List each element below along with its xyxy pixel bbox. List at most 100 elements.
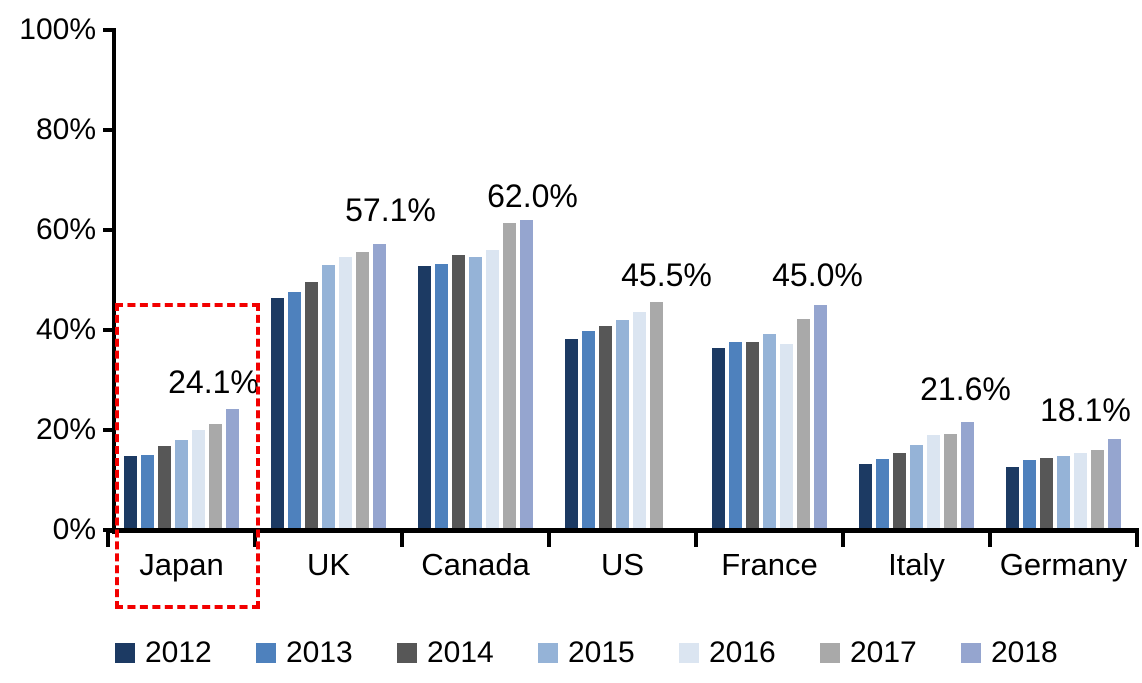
bar-us-2013 bbox=[582, 331, 595, 530]
legend-swatch-icon bbox=[256, 643, 276, 663]
data-label-germany: 18.1% bbox=[1040, 391, 1131, 428]
bar-italy-2018 bbox=[961, 422, 974, 530]
bar-france-2014 bbox=[746, 342, 759, 530]
x-tick-mark bbox=[400, 530, 404, 547]
bar-uk-2014 bbox=[305, 282, 318, 530]
x-tick-mark bbox=[1135, 530, 1139, 547]
data-label-us: 45.5% bbox=[621, 256, 712, 293]
bar-canada-2014 bbox=[452, 255, 465, 530]
bar-uk-2012 bbox=[271, 298, 284, 530]
bar-italy-2016 bbox=[927, 435, 940, 530]
legend-item-2017: 2017 bbox=[820, 636, 917, 670]
bar-us-2015 bbox=[616, 320, 629, 530]
y-tick-mark bbox=[103, 428, 114, 432]
bar-germany-2016 bbox=[1074, 453, 1087, 530]
bar-italy-2014 bbox=[893, 453, 906, 530]
legend-label: 2015 bbox=[568, 636, 635, 669]
data-label-uk: 57.1% bbox=[345, 191, 436, 228]
bar-france-2018 bbox=[814, 305, 827, 530]
bar-italy-2013 bbox=[876, 459, 889, 530]
bar-japan-2017 bbox=[209, 424, 222, 530]
bar-france-2013 bbox=[729, 342, 742, 530]
y-tick-label-0-: 0% bbox=[52, 513, 96, 546]
bar-us-2016 bbox=[633, 312, 646, 530]
bar-japan-2014 bbox=[158, 446, 171, 530]
bar-italy-2015 bbox=[910, 445, 923, 530]
x-axis-line bbox=[106, 528, 1139, 533]
category-label-germany: Germany bbox=[999, 547, 1128, 582]
legend-item-2014: 2014 bbox=[397, 636, 494, 670]
bar-us-2012 bbox=[565, 339, 578, 530]
legend-swatch-icon bbox=[397, 643, 417, 663]
legend-swatch-icon bbox=[820, 643, 840, 663]
bar-uk-2015 bbox=[322, 265, 335, 530]
x-tick-mark bbox=[253, 530, 257, 547]
bar-japan-2012 bbox=[124, 456, 137, 530]
x-tick-mark bbox=[988, 530, 992, 547]
bar-japan-2018 bbox=[226, 409, 239, 530]
data-label-italy: 21.6% bbox=[920, 371, 1011, 407]
y-tick-label-40-: 40% bbox=[35, 313, 96, 346]
category-label-italy: Italy bbox=[888, 547, 945, 582]
y-tick-label-80-: 80% bbox=[35, 113, 96, 146]
x-tick-mark bbox=[547, 530, 551, 547]
y-tick-mark bbox=[103, 328, 114, 332]
y-tick-mark bbox=[103, 228, 114, 232]
category-label-france: France bbox=[721, 547, 818, 582]
bar-france-2012 bbox=[712, 348, 725, 530]
bar-canada-2013 bbox=[435, 264, 448, 530]
bar-france-2015 bbox=[763, 334, 776, 530]
japan-highlight-rectangle bbox=[115, 303, 260, 609]
bar-germany-2017 bbox=[1091, 450, 1104, 530]
category-label-uk: UK bbox=[306, 547, 351, 582]
bar-italy-2012 bbox=[859, 464, 872, 530]
legend-swatch-icon bbox=[961, 643, 981, 663]
y-tick-mark bbox=[103, 28, 114, 32]
bar-japan-2016 bbox=[192, 430, 205, 530]
bar-canada-2016 bbox=[486, 250, 499, 530]
bar-germany-2014 bbox=[1040, 458, 1053, 530]
y-axis-line bbox=[112, 28, 116, 534]
bar-canada-2012 bbox=[418, 266, 431, 530]
bar-canada-2018 bbox=[520, 220, 533, 530]
x-tick-mark bbox=[106, 530, 110, 547]
legend-item-2015: 2015 bbox=[538, 636, 635, 670]
data-label-france: 45.0% bbox=[772, 257, 863, 293]
category-label-japan: Japan bbox=[139, 547, 224, 582]
legend-item-2018: 2018 bbox=[961, 636, 1058, 670]
bar-uk-2018 bbox=[373, 244, 386, 530]
bar-uk-2016 bbox=[339, 257, 352, 530]
legend-swatch-icon bbox=[538, 643, 558, 663]
bar-germany-2018 bbox=[1108, 439, 1121, 530]
bar-france-2016 bbox=[780, 344, 793, 530]
y-tick-label-20-: 20% bbox=[35, 413, 96, 446]
legend-item-2013: 2013 bbox=[256, 636, 353, 670]
bar-germany-2015 bbox=[1057, 456, 1070, 530]
y-tick-mark bbox=[103, 128, 114, 132]
bar-germany-2012 bbox=[1006, 467, 1019, 530]
legend-swatch-icon bbox=[679, 643, 699, 663]
legend-label: 2018 bbox=[991, 636, 1058, 669]
bar-canada-2017 bbox=[503, 223, 516, 530]
bar-germany-2013 bbox=[1023, 460, 1036, 530]
bar-italy-2017 bbox=[944, 434, 957, 530]
legend-item-2016: 2016 bbox=[679, 636, 776, 670]
bar-uk-2013 bbox=[288, 292, 301, 530]
data-label-japan: 24.1% bbox=[168, 363, 259, 400]
legend-label: 2017 bbox=[850, 636, 917, 669]
legend-label: 2014 bbox=[427, 636, 494, 669]
x-tick-mark bbox=[694, 530, 698, 547]
legend-label: 2016 bbox=[709, 636, 776, 669]
y-tick-label-100-: 100% bbox=[19, 13, 96, 46]
category-label-canada: Canada bbox=[421, 547, 530, 582]
x-tick-mark bbox=[841, 530, 845, 547]
legend-item-2012: 2012 bbox=[115, 636, 212, 670]
bar-us-2014 bbox=[599, 326, 612, 530]
bar-us-2017 bbox=[650, 302, 663, 530]
y-tick-label-60-: 60% bbox=[35, 213, 96, 246]
legend-label: 2012 bbox=[145, 636, 212, 669]
bar-japan-2013 bbox=[141, 455, 154, 530]
data-label-canada: 62.0% bbox=[487, 178, 578, 214]
bar-canada-2015 bbox=[469, 257, 482, 530]
